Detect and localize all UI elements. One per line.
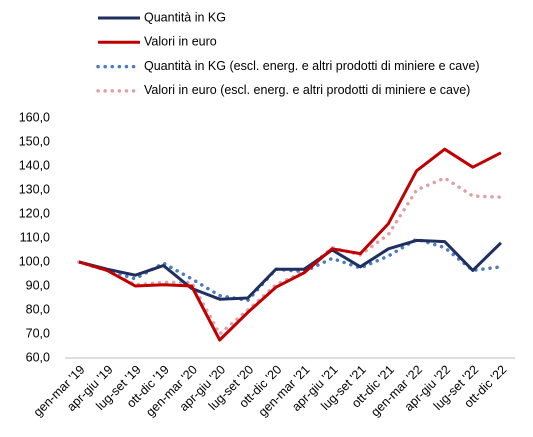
series-line [78, 238, 502, 301]
legend-label: Quantità in KG [144, 10, 226, 24]
y-tick-label: 100,0 [19, 254, 50, 268]
y-tick-label: 80,0 [26, 302, 50, 316]
y-tick-label: 60,0 [26, 350, 50, 364]
y-tick-label: 120,0 [19, 206, 50, 220]
y-tick-label: 150,0 [19, 134, 50, 148]
series-line [78, 147, 502, 342]
y-tick-label: 130,0 [19, 182, 50, 196]
y-tick-label: 160,0 [19, 110, 50, 124]
legend-label: Quantità in KG (escl. energ. e altri pro… [144, 59, 480, 73]
series-line [77, 176, 503, 337]
y-tick-label: 70,0 [26, 326, 50, 340]
y-tick-label: 90,0 [26, 278, 50, 292]
y-tick-label: 140,0 [19, 158, 50, 172]
legend-label: Valori in euro (escl. energ. e altri pro… [144, 83, 470, 97]
y-tick-label: 110,0 [20, 230, 50, 244]
legend-label: Valori in euro [144, 35, 217, 49]
